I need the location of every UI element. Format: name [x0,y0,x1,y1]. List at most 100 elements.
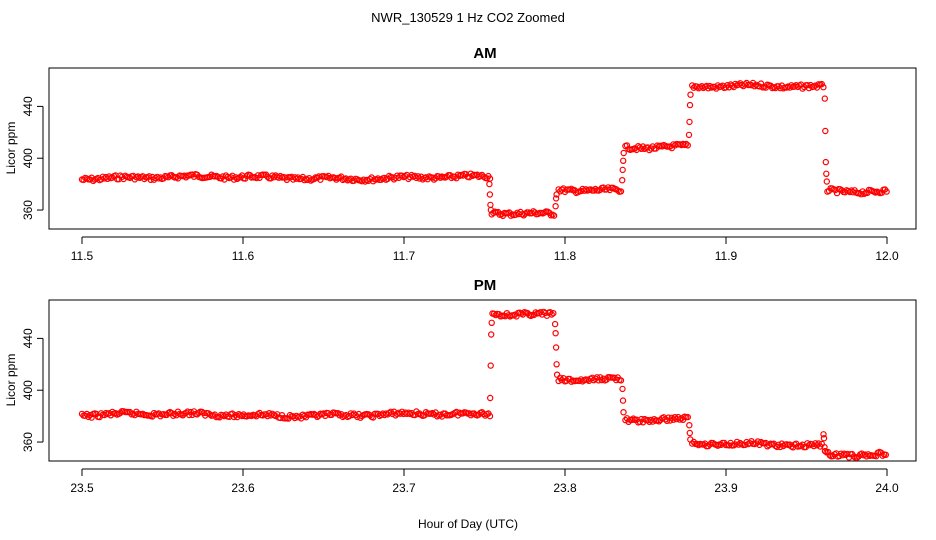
pm-data-point [555,377,562,385]
am-data-point [408,171,415,179]
am-data-point [818,80,826,88]
am-data-point [310,175,318,183]
am-transition-point [553,191,560,198]
am-data-point [683,140,690,148]
am-y-tick-label: 400 [21,148,35,168]
am-data-point [883,188,890,195]
pm-data-point [169,412,177,419]
pm-transition-point [553,371,561,378]
pm-x-tick-label: 23.7 [392,481,416,495]
pm-data-point [352,411,359,419]
pm-y-tick-label: 360 [21,432,35,452]
am-data-point [333,176,340,183]
pm-y-tick-label: 400 [21,380,35,400]
pm-plot-frame [48,299,917,462]
am-transition-point [552,195,560,202]
pm-transition-point [686,429,694,437]
pm-data-point [858,450,866,457]
pm-transition-point [488,331,495,338]
pm-transition-point [619,385,626,393]
am-transition-point [619,176,626,184]
am-panel-title: AM [473,45,496,62]
pm-data-point [486,412,494,420]
pm-data-point [229,410,236,417]
pm-y-axis: 360 400 440 [21,328,44,452]
am-data-point [466,173,473,181]
am-data-point [749,79,757,87]
am-data-point [730,83,738,91]
pm-x-tick-label: 23.8 [553,481,577,495]
pm-data-point [548,311,555,318]
pm-data-point [370,414,377,421]
am-data-point [299,173,306,181]
am-transition-point [620,157,627,164]
am-data-point [617,188,625,195]
pm-transition-point [821,447,829,455]
pm-data-point [873,453,880,460]
pm-transition-point [619,397,627,404]
am-transition-point [821,95,829,102]
pm-data-point [230,413,238,421]
am-transition-point [686,101,694,109]
pm-data-point [85,413,92,421]
am-x-tick-label: 11.7 [393,249,416,263]
pm-data-point [663,417,671,424]
am-transition-point [823,178,831,185]
am-data-point [362,178,369,185]
pm-transition-point [488,319,495,326]
pm-transition-point [551,320,559,328]
pm-x-axis: 23.5 23.6 23.7 23.8 23.9 24.0 [70,468,899,495]
pm-transition-point [487,362,494,369]
pm-panel-title: PM [474,277,497,294]
pm-y-axis-label: Licor ppm [4,354,18,407]
am-x-tick-label: 12.0 [875,249,899,263]
pm-transition-point [487,394,494,402]
am-y-tick-label: 440 [21,96,35,116]
am-transition-point [552,202,559,210]
am-data-point [568,185,575,192]
am-data-point [317,176,324,183]
am-data-point [506,209,513,216]
am-y-axis-label: Licor ppm [4,122,18,175]
am-y-tick-label: 360 [21,200,35,220]
pm-x-tick-label: 23.6 [231,481,255,495]
am-x-tick-label: 11.8 [554,249,577,263]
pm-transition-point [820,435,828,442]
am-transition-point [619,166,626,174]
pm-transition-point [620,409,627,416]
am-panel: AM 11.5 11.6 11.7 11.8 11.9 12.0 360 400 440 Li… [4,45,917,263]
pm-data-point [429,409,436,417]
am-data-point [550,212,558,219]
pm-y-tick-label: 440 [21,328,35,348]
pm-transition-point [820,431,827,438]
pm-data-point [550,310,557,317]
pm-points [78,308,890,461]
pm-data-point [655,418,663,425]
pm-transition-point [552,330,559,337]
am-data-point [229,172,236,179]
am-data-point [757,80,765,87]
pm-data-point [825,448,832,456]
am-transition-point [822,158,830,166]
figure-title: NWR_130529 1 Hz CO2 Zoomed [371,10,565,25]
x-axis-label: Hour of Day (UTC) [418,517,518,531]
am-data-point [623,142,631,149]
am-data-point [182,174,190,181]
am-transition-point [486,180,493,188]
pm-data-point [882,451,890,458]
pm-x-tick-label: 23.9 [714,481,738,495]
pm-data-point [676,416,684,423]
pm-data-point [109,408,116,416]
am-transition-point [687,91,694,98]
pm-data-point [684,413,692,421]
pm-transition-point [821,444,828,451]
pm-transition-point [553,361,560,368]
pm-x-tick-label: 23.5 [70,481,94,495]
am-data-point [430,176,438,183]
am-transition-point [487,201,494,209]
pm-data-point [802,443,810,451]
pm-transition-point [686,422,693,429]
am-data-point [614,187,622,194]
am-data-point [684,142,692,149]
